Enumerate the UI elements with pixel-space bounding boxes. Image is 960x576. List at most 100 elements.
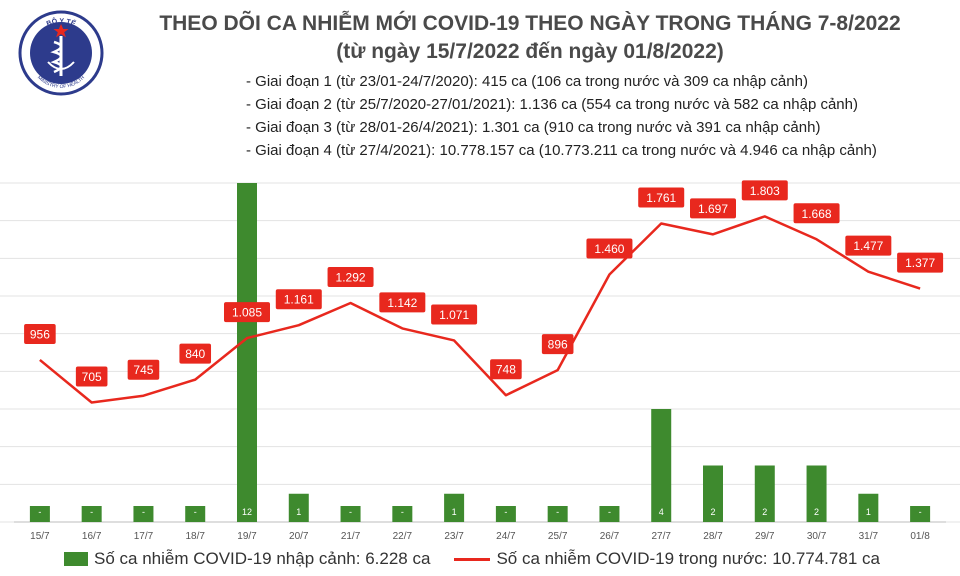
line-value-label: 896	[548, 338, 568, 352]
svg-text:BỘ Y TẾ: BỘ Y TẾ	[46, 16, 78, 28]
bar	[754, 465, 775, 522]
bar-value-label: 1	[866, 507, 871, 517]
x-tick-label: 25/7	[548, 531, 568, 542]
bar-value-label: 2	[710, 507, 715, 517]
legend: Số ca nhiễm COVID-19 nhập cảnh: 6.228 ca…	[64, 548, 880, 570]
bar-value-label: 2	[762, 507, 767, 517]
legend-line-swatch	[454, 557, 491, 561]
line-value-label: 956	[30, 327, 50, 341]
x-tick-label: 22/7	[393, 531, 413, 542]
line-label-box	[690, 198, 736, 219]
ministry-of-health-logo: BỘ Y TẾ MINISTRY OF HEALTH	[18, 10, 104, 96]
line-label-box	[179, 343, 212, 364]
x-tick-label: 27/7	[651, 531, 671, 542]
x-tick-label: 17/7	[134, 531, 154, 542]
x-tick-label: 28/7	[703, 531, 723, 542]
line-label-box	[638, 187, 685, 208]
line-label-box	[845, 235, 892, 256]
bar	[910, 506, 931, 522]
x-tick-label: 29/7	[755, 531, 775, 542]
line-label-box	[379, 292, 426, 313]
bar-value-label: -	[90, 507, 93, 517]
bar-value-label: 12	[242, 507, 252, 517]
bar	[703, 465, 723, 522]
line-value-label: 1.761	[646, 191, 676, 205]
line-label-box	[275, 289, 322, 310]
stage-notes: - Giai đoạn 1 (từ 23/01-24/7/2020): 415 …	[246, 70, 877, 162]
bar	[547, 506, 568, 522]
x-tick-label: 19/7	[237, 531, 257, 542]
line-label-box	[75, 366, 108, 387]
bar	[185, 506, 206, 522]
x-tick-label: 01/8	[910, 531, 930, 542]
line-value-label: 705	[82, 370, 102, 384]
bar	[858, 493, 879, 522]
x-tick-label: 30/7	[807, 531, 827, 542]
bar	[81, 506, 102, 522]
bar	[288, 493, 309, 522]
x-tick-label: 15/7	[30, 531, 50, 542]
line-label-box	[541, 334, 574, 355]
legend-bar-label: Số ca nhiễm COVID-19 nhập cảnh: 6.228 ca	[94, 549, 431, 568]
bar-value-label: -	[556, 507, 559, 517]
line-value-label: 1.377	[905, 256, 935, 270]
line-value-label: 1.085	[232, 306, 262, 320]
stage-note-2: - Giai đoạn 2 (từ 25/7/2020-27/01/2021):…	[246, 96, 858, 113]
bar	[444, 493, 465, 522]
line-label-box	[490, 359, 522, 380]
stage-note-3: - Giai đoạn 3 (từ 28/01-26/4/2021): 1.30…	[246, 119, 821, 136]
bar-value-label: 2	[814, 507, 819, 517]
x-tick-label: 16/7	[82, 531, 102, 542]
line-label-box	[431, 304, 478, 325]
stage-note-4: - Giai đoạn 4 (từ 27/4/2021): 10.778.157…	[246, 142, 877, 159]
bar	[133, 506, 154, 522]
bar-value-label: -	[142, 507, 145, 517]
line-label-box	[586, 238, 633, 259]
line-value-label: 1.668	[802, 207, 832, 221]
line-label-box	[327, 267, 374, 288]
line-label-box	[741, 180, 788, 201]
stage-note-1: - Giai đoạn 1 (từ 23/01-24/7/2020): 415 …	[246, 73, 808, 90]
bar-value-label: 1	[296, 507, 301, 517]
x-tick-label: 31/7	[859, 531, 879, 542]
chart-subtitle: (từ ngày 15/7/2022 đến ngày 01/8/2022)	[336, 40, 724, 63]
bar-value-label: -	[919, 507, 922, 517]
bar-value-label: -	[349, 507, 352, 517]
line-label-box	[127, 359, 160, 380]
bar-value-label: -	[194, 507, 197, 517]
line-label-box	[897, 252, 944, 273]
x-tick-label: 24/7	[496, 531, 516, 542]
bar-value-label: -	[401, 507, 404, 517]
line-value-label: 745	[133, 363, 153, 377]
bar	[340, 506, 361, 522]
line-value-label: 1.803	[750, 184, 780, 198]
bar-value-label: -	[504, 507, 507, 517]
legend-bar-swatch	[64, 552, 88, 566]
line-label-box	[793, 203, 840, 224]
line-value-label: 1.460	[594, 242, 624, 256]
bar	[29, 506, 50, 522]
x-tick-label: 23/7	[444, 531, 464, 542]
bar	[651, 409, 672, 522]
x-tick-label: 21/7	[341, 531, 361, 542]
line-value-label: 1.161	[284, 293, 314, 307]
line-value-label: 1.142	[387, 296, 417, 310]
bar	[237, 183, 257, 522]
line-label-box	[224, 302, 270, 323]
bar-value-label: -	[38, 507, 41, 517]
x-tick-label: 20/7	[289, 531, 309, 542]
line-value-label: 840	[185, 347, 205, 361]
x-tick-label: 26/7	[600, 531, 620, 542]
bar-value-label: 1	[452, 507, 457, 517]
x-tick-label: 18/7	[185, 531, 205, 542]
bar	[599, 506, 620, 522]
line-value-label: 1.071	[439, 308, 469, 322]
line-value-label: 1.697	[698, 202, 728, 216]
bar-value-label: -	[608, 507, 611, 517]
bar	[495, 506, 516, 522]
legend-line-label: Số ca nhiễm COVID-19 trong nước: 10.774.…	[496, 549, 880, 568]
bar	[392, 506, 413, 522]
line-value-label: 748	[496, 363, 516, 377]
line-value-label: 1.477	[853, 239, 883, 253]
